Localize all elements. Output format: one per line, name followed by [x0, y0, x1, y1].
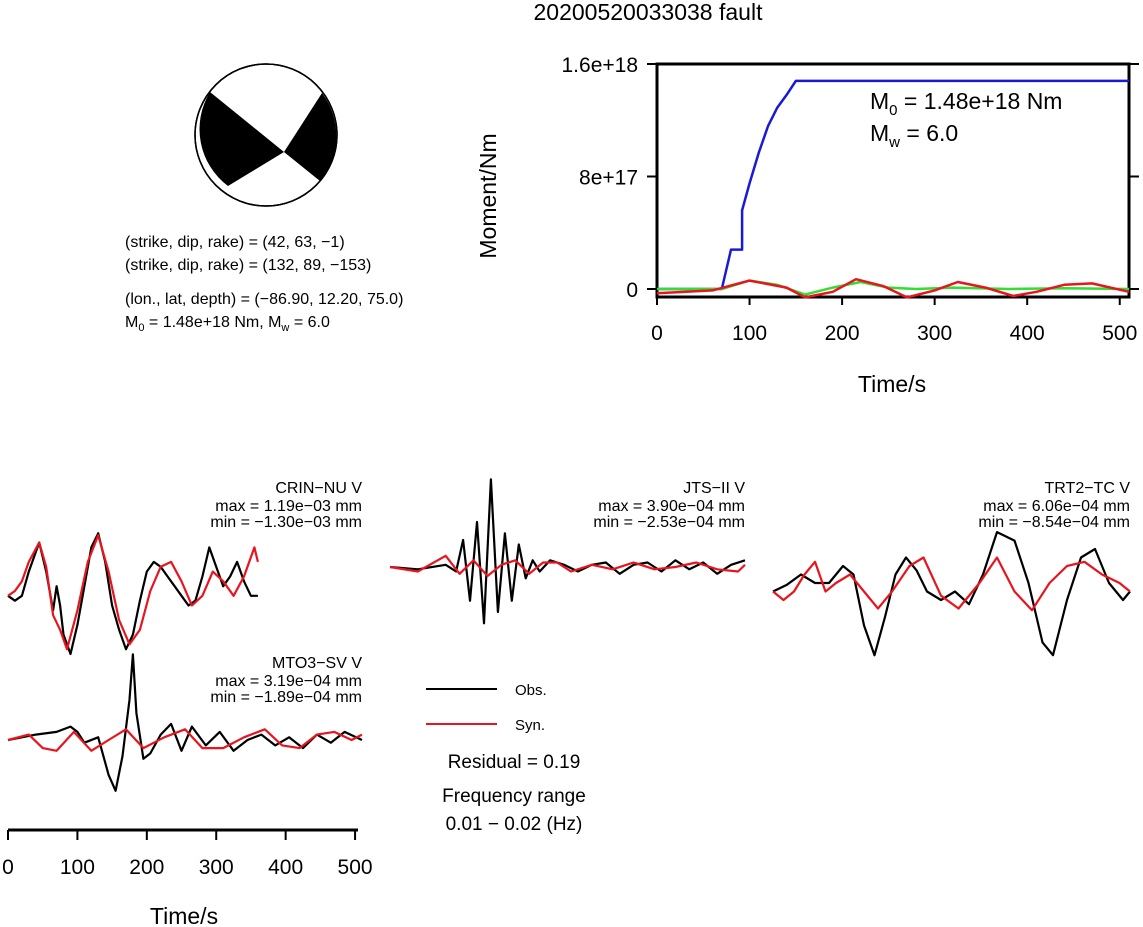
synthetic-trace — [772, 556, 1131, 612]
legend-syn-label: Syn. — [515, 717, 545, 734]
moment-x-tick-label: 200 — [825, 322, 860, 345]
moment-x-tick-label: 100 — [732, 322, 767, 345]
frequency-label: Frequency range — [442, 786, 586, 807]
synthetic-trace — [7, 728, 363, 752]
station-name: JTS−II V — [683, 480, 745, 497]
moment-x-tick-label: 0 — [651, 322, 663, 345]
observed-trace — [7, 532, 258, 656]
waveform-x-tick-label: 500 — [338, 856, 373, 879]
station-max: max = 3.90e−04 mm — [598, 498, 745, 515]
legend-obs-label: Obs. — [515, 682, 547, 699]
station-name: CRIN−NU V — [275, 480, 362, 497]
figure-title: 20200520033038 fault — [534, 0, 764, 25]
station-name: MTO3−SV V — [272, 655, 362, 672]
moment-x-tick-label: 400 — [1010, 322, 1045, 345]
waveform-x-tick-label: 0 — [2, 856, 14, 879]
station-min: min = −2.53e−04 mm — [593, 514, 745, 531]
mechanism-magnitude: M0 = 1.48e+18 Nm, Mw = 6.0 — [125, 314, 330, 334]
moment-xlabel: Time/s — [858, 371, 926, 397]
mechanism-plane1: (strike, dip, rake) = (42, 63, −1) — [125, 234, 345, 251]
moment-series-line — [656, 277, 1130, 299]
waveform-time-axis: 0 100 200 300 400 500 — [2, 828, 373, 879]
moment-y-tick-label: 0 — [626, 279, 638, 302]
observed-trace — [772, 530, 1131, 657]
focal-mechanism-beachball — [194, 63, 338, 207]
moment-plot-frame — [655, 62, 1131, 299]
waveform-x-tick-label: 300 — [199, 856, 234, 879]
station-max: max = 3.19e−04 mm — [215, 673, 362, 690]
mechanism-location: (lon., lat, depth) = (−86.90, 12.20, 75.… — [125, 291, 403, 308]
station-name: TRT2−TC V — [1045, 480, 1131, 497]
moment-y-tick-label: 8e+17 — [579, 167, 638, 190]
residual-text: Residual = 0.19 — [448, 752, 581, 773]
synthetic-trace — [389, 554, 746, 578]
waveform-x-tick-label: 100 — [60, 856, 95, 879]
legend: Obs. Syn. — [426, 682, 547, 734]
station-max: max = 6.06e−04 mm — [983, 498, 1130, 515]
moment-y-tick-label: 1.6e+18 — [562, 54, 639, 77]
frequency-range: 0.01 − 0.02 (Hz) — [446, 814, 583, 835]
station-min: min = −1.30e−03 mm — [210, 514, 362, 531]
waveform-xlabel: Time/s — [150, 903, 218, 927]
waveform-x-tick-label: 400 — [268, 856, 303, 879]
moment-x-tick-label: 300 — [917, 322, 952, 345]
moment-series-line — [657, 79, 1129, 291]
waveform-x-tick-label: 200 — [129, 856, 164, 879]
observed-trace — [389, 478, 746, 625]
station-min: min = −1.89e−04 mm — [210, 689, 362, 706]
mechanism-plane2: (strike, dip, rake) = (132, 89, −153) — [125, 257, 371, 274]
moment-ylabel: Moment/Nm — [475, 133, 501, 258]
moment-mw-annotation: Mw = 6.0 — [870, 120, 958, 151]
station-min: min = −8.54e−04 mm — [978, 514, 1130, 531]
moment-plot: 0 100 200 300 400 500 0 8e+17 1.6e+18 M0 = 1.48e… — [475, 54, 1139, 397]
moment-m0-annotation: M0 = 1.48e+18 Nm — [870, 88, 1062, 119]
moment-x-tick-label: 500 — [1102, 322, 1137, 345]
station-max: max = 1.19e−03 mm — [215, 498, 362, 515]
synthetic-trace — [7, 534, 259, 651]
